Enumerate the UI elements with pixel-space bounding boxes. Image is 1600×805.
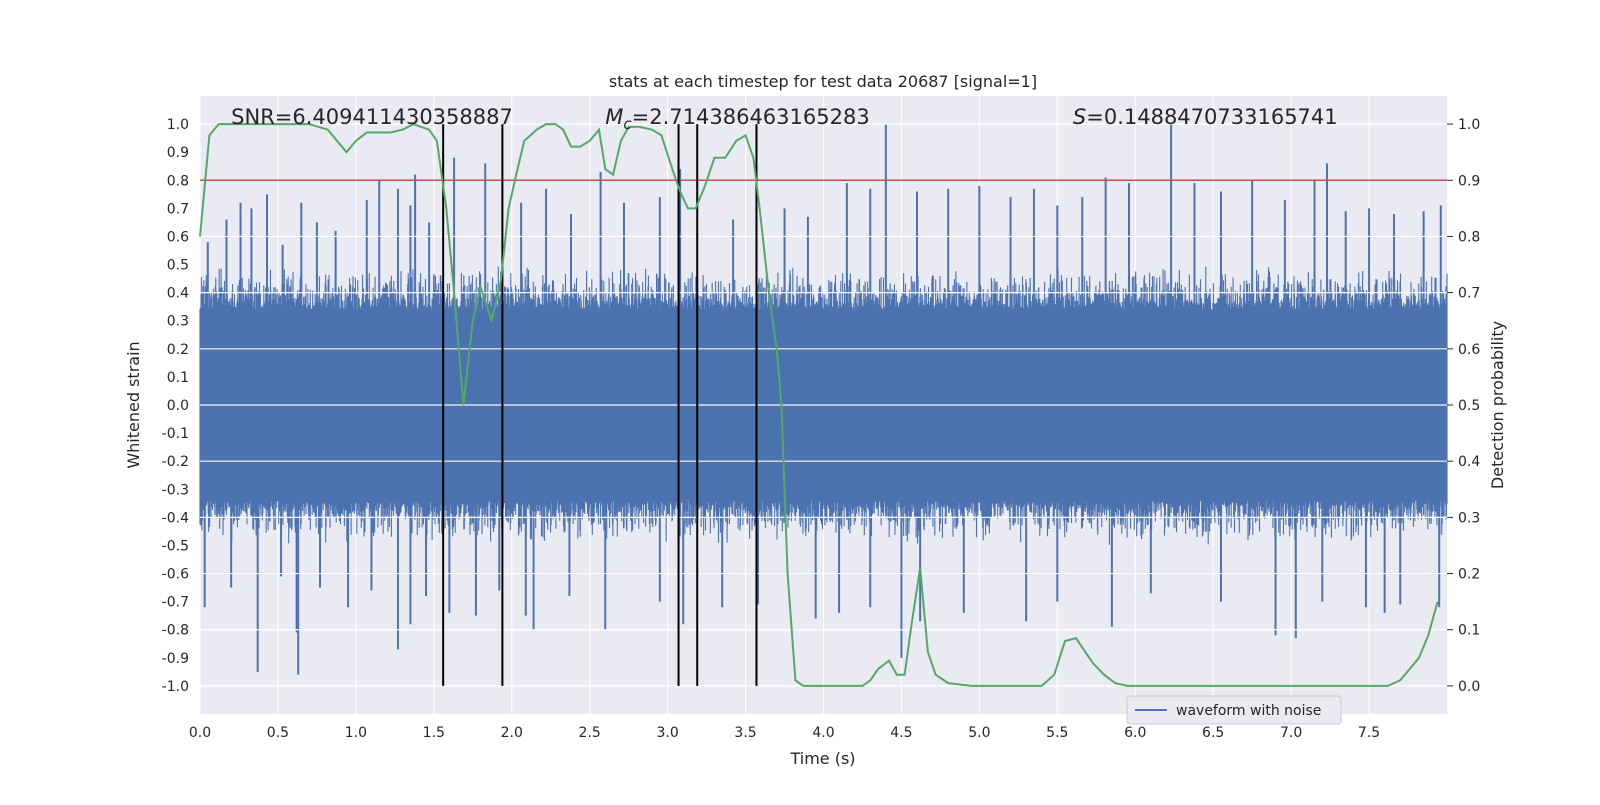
y-tick-label-right: 0.3 [1458,510,1480,526]
y-tick-label-left: -0.2 [162,454,189,470]
annotations: SNR=6.409411430358887 Mc=2.71438646316528… [231,105,1337,133]
detection-probability-line [199,123,1439,687]
legend-label-waveform: waveform with noise [1176,703,1321,719]
y-tick-label-right: 0.5 [1458,398,1480,414]
y-tick-label-right: 0.2 [1458,567,1480,583]
x-tick-label: 2.0 [501,725,523,741]
x-tick-label: 1.0 [345,725,367,741]
y-tick-label-right: 0.7 [1458,286,1480,302]
overlay-lines [200,123,1447,687]
y-tick-label-left: 0.0 [167,398,189,414]
annotation-text: S=0.1488470733165741 [1073,105,1338,129]
y-tick-label-left: 0.4 [167,286,189,302]
y-tick-label-right: 0.4 [1458,454,1480,470]
x-tick-label: 6.5 [1202,725,1224,741]
annotation-text: Mc=2.714386463165283 [605,105,869,133]
x-tick-label: 7.5 [1358,725,1380,741]
y-tick-label-left: 0.1 [167,370,189,386]
y-tick-label-left: -0.5 [162,538,189,554]
y-tick-label-left: 0.8 [167,173,189,189]
x-tick-label: 3.5 [734,725,756,741]
y-tick-label-left: 0.2 [167,342,189,358]
y-tick-label-left: 0.5 [167,258,189,274]
y-tick-label-left: -0.3 [162,482,189,498]
x-tick-label: 7.0 [1280,725,1302,741]
y-tick-label-left: -0.6 [162,567,189,583]
y-tick-label-left: 0.9 [167,145,189,161]
y-tick-label-right: 0.1 [1458,623,1480,639]
y-tick-label-left: 1.0 [167,117,189,133]
legend: waveform with noise [1126,695,1342,725]
x-tick-label: 6.0 [1124,725,1146,741]
x-tick-label: 1.5 [423,725,445,741]
x-tick-label: 3.0 [656,725,678,741]
y-tick-label-right: 0.6 [1458,342,1480,358]
x-tick-label: 0.0 [189,725,211,741]
y-tick-label-left: -0.7 [162,595,189,611]
y-tick-label-right: 0.8 [1458,229,1480,245]
chart-title: stats at each timestep for test data 206… [609,72,1037,91]
x-tick-label: 5.5 [1046,725,1068,741]
y-axis-label-right: Detection probability [1488,321,1507,489]
y-tick-label-right: 0.9 [1458,173,1480,189]
y-tick-label-right: 0.0 [1458,679,1480,695]
y-tick-label-left: 0.3 [167,314,189,330]
y-tick-label-left: -1.0 [162,679,189,695]
x-tick-label: 0.5 [267,725,289,741]
legend-box [1126,695,1342,725]
y-tick-label-left: -0.9 [162,651,189,667]
x-tick-label: 2.5 [579,725,601,741]
detection-probability-series [199,123,1439,687]
y-axis-label-left: Whitened strain [124,341,143,468]
y-tick-label-left: -0.4 [162,510,189,526]
y-tick-label-right: 1.0 [1458,117,1480,133]
x-axis-label: Time (s) [789,749,855,768]
annotation-text: SNR=6.409411430358887 [231,105,513,129]
axes: 0.0 0.5 1.0 1.5 2.0 2.5 3.0 3.5 4.0 4.5 5.0 5.5 6.0 6… [162,117,1481,741]
x-tick-label: 4.0 [812,725,834,741]
y-tick-label-left: -0.8 [162,623,189,639]
x-tick-label: 5.0 [968,725,990,741]
y-tick-label-left: 0.6 [167,229,189,245]
x-tick-label: 4.5 [890,725,912,741]
y-tick-label-left: -0.1 [162,426,189,442]
y-tick-label-left: 0.7 [167,201,189,217]
